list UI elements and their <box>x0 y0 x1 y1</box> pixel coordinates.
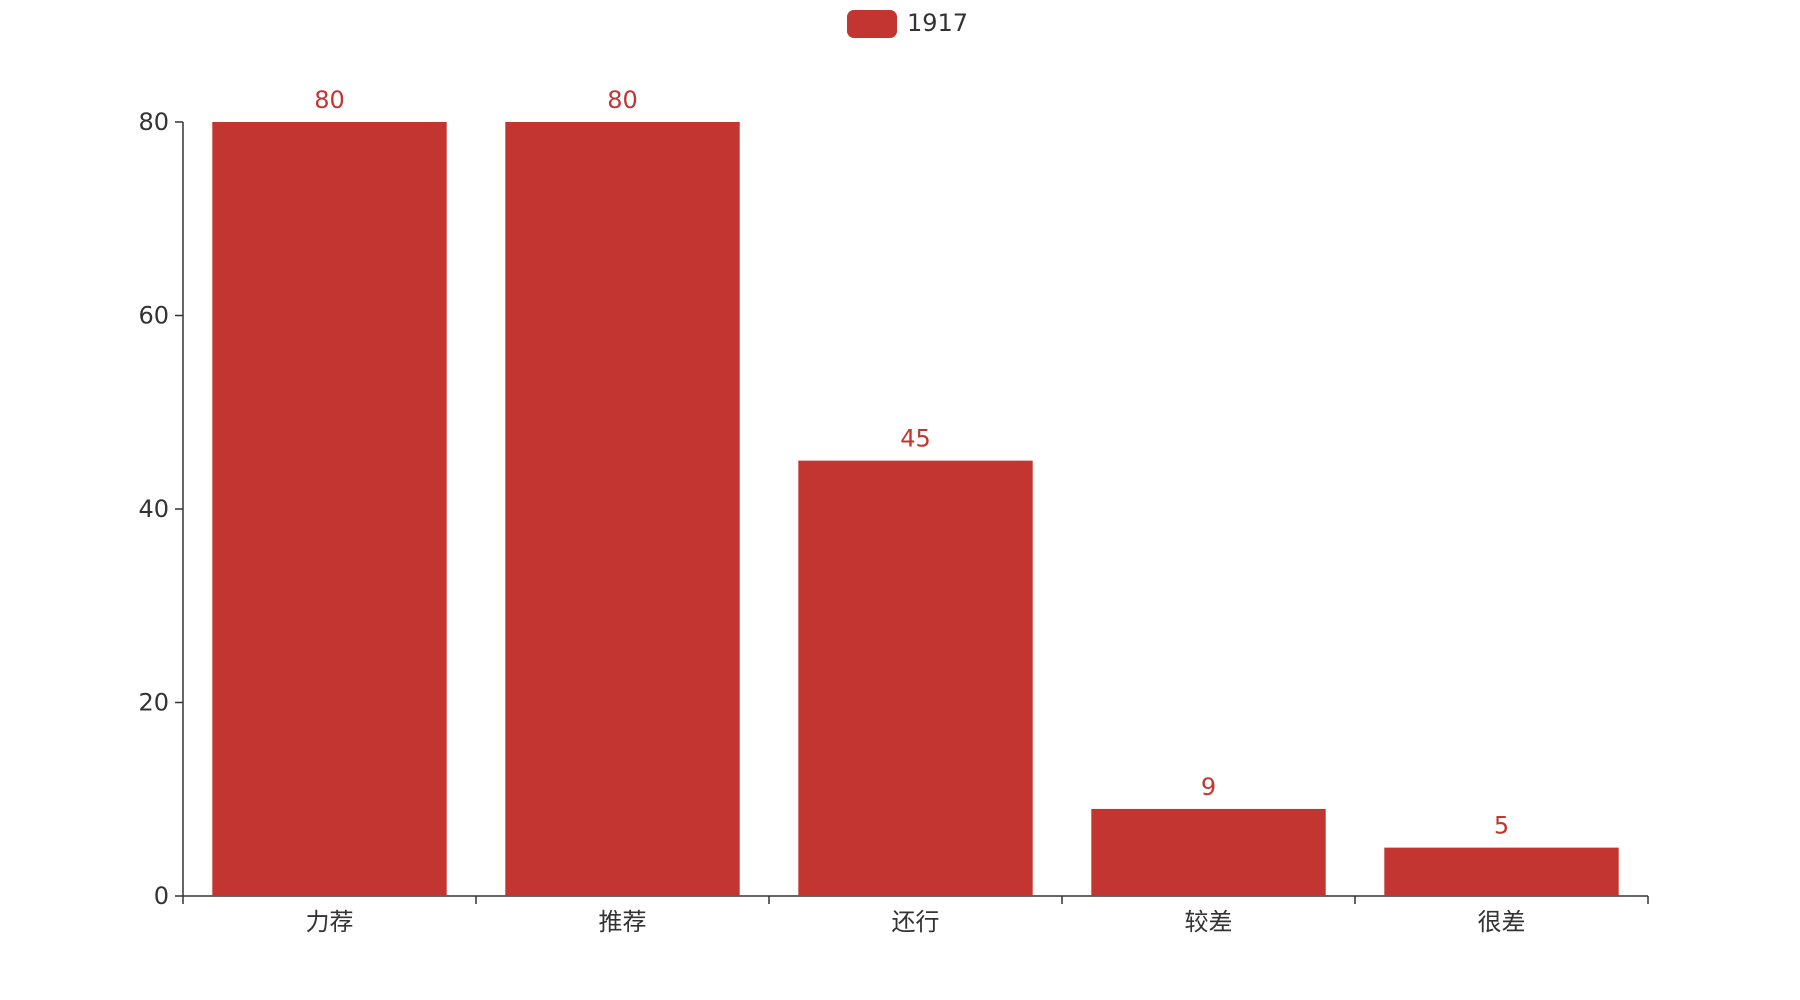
y-tick-label: 60 <box>138 302 169 330</box>
data-label-5: 5 <box>1494 812 1509 840</box>
data-label-1: 80 <box>314 86 345 114</box>
x-tick-label: 推荐 <box>599 908 647 936</box>
data-label-3: 45 <box>900 425 931 453</box>
y-axis: 0 20 40 60 80 <box>138 108 184 910</box>
x-tick-label: 力荐 <box>306 908 354 936</box>
legend[interactable]: 1917 <box>847 9 968 38</box>
y-tick-label: 80 <box>138 108 169 136</box>
x-tick-label: 还行 <box>892 908 940 936</box>
legend-label-1917[interactable]: 1917 <box>907 9 968 37</box>
legend-swatch[interactable] <box>847 10 897 38</box>
bar-1[interactable] <box>212 122 447 896</box>
x-axis: 力荐 推荐 还行 较差 很差 <box>182 895 1649 936</box>
data-labels: 80 80 45 9 5 <box>314 86 1509 840</box>
data-label-4: 9 <box>1201 773 1216 801</box>
bar-5[interactable] <box>1384 847 1619 896</box>
bar-2[interactable] <box>505 122 740 896</box>
x-tick-label: 较差 <box>1185 908 1233 936</box>
data-label-2: 80 <box>607 86 638 114</box>
bars <box>212 122 1619 896</box>
y-tick-label: 40 <box>138 495 169 523</box>
y-tick-label: 20 <box>138 689 169 717</box>
bar-4[interactable] <box>1091 808 1326 896</box>
bar-3[interactable] <box>798 460 1033 896</box>
x-tick-label: 很差 <box>1478 908 1526 936</box>
y-tick-label: 0 <box>154 882 169 910</box>
